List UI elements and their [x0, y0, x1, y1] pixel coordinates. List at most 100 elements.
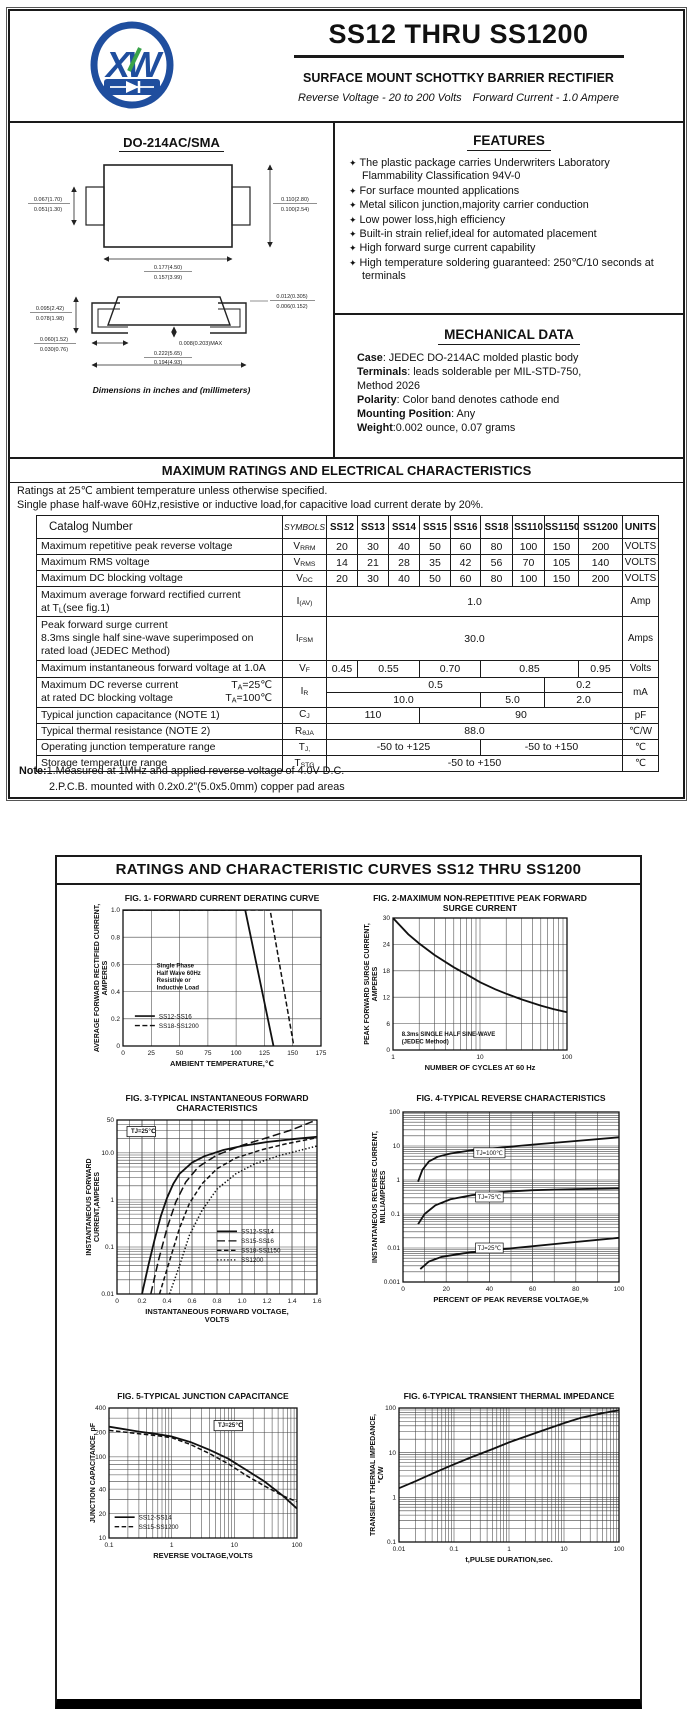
value-cell: 40 [388, 537, 420, 556]
svg-text:50: 50 [107, 1117, 115, 1124]
datasheet-page-1: XW SS12 THRU SS1200 SURFACE MOUNT SCHOTT… [6, 7, 687, 801]
diode-icon [110, 81, 154, 93]
svg-text:0.012(0.305): 0.012(0.305) [276, 294, 307, 300]
row-unit: Amp [622, 586, 659, 618]
feature-item: ✦ The plastic package carries Underwriter… [349, 157, 610, 183]
svg-text:SS1200: SS1200 [241, 1257, 264, 1264]
svg-text:100: 100 [389, 1109, 400, 1116]
value-cell: 0.2 [544, 676, 623, 693]
svg-text:400: 400 [95, 1405, 106, 1412]
row-label: Typical thermal resistance (NOTE 2) [36, 722, 283, 740]
svg-text:1: 1 [396, 1177, 400, 1184]
value-cell: 150 [544, 570, 579, 588]
row-symbol: I(AV) [282, 586, 327, 618]
fig5-title: FIG. 5-TYPICAL JUNCTION CAPACITANCE [117, 1391, 289, 1401]
fig2-chart: 8.3ms SINGLE HALF SINE-WAVE(JEDEC Method… [364, 915, 573, 1072]
svg-text:INSTANTANEOUS REVERSE CURRENT,: INSTANTANEOUS REVERSE CURRENT, [372, 1131, 379, 1263]
value-cell: 20 [326, 537, 358, 556]
svg-text:0.4: 0.4 [162, 1298, 171, 1305]
svg-text:TJ=75℃: TJ=75℃ [478, 1194, 502, 1201]
svg-text:SS12-SS14: SS12-SS14 [139, 1514, 172, 1521]
table-row: Typical thermal resistance (NOTE 2) RθJA 8… [36, 722, 659, 740]
svg-text:PERCENT OF PEAK REVERSE VOLTAG: PERCENT OF PEAK REVERSE VOLTAGE,% [433, 1295, 588, 1304]
svg-text:0.067(1.70): 0.067(1.70) [34, 197, 62, 203]
svg-text:TJ=25℃: TJ=25℃ [478, 1245, 502, 1252]
ratings-condition-1: Ratings at 25℃ ambient temperature unles… [17, 485, 328, 497]
features-mechanical-cell: FEATURES ✦ The plastic package carries Un… [335, 121, 683, 457]
svg-text:INSTANTANEOUS FORWARD: INSTANTANEOUS FORWARD [86, 1158, 93, 1255]
value-cell: 0.45 [326, 660, 358, 678]
row-symbol: TJ, [282, 738, 327, 756]
table-row: Typical junction capacitance (NOTE 1) CJ 1… [36, 706, 659, 724]
row-symbol: VRMS [282, 554, 327, 572]
mechanical-lines: Case: JEDEC DO-214AC molded plastic body… [357, 351, 675, 435]
svg-text:TRANSIENT THERMAL IMPEDANCE,: TRANSIENT THERMAL IMPEDANCE, [370, 1414, 377, 1536]
row-label: Storage temperature range [36, 754, 283, 773]
value-cell: 60 [450, 537, 481, 556]
package-side-view [91, 296, 247, 334]
svg-text:0.194(4.93): 0.194(4.93) [154, 360, 182, 366]
svg-text:0: 0 [386, 1047, 390, 1054]
value-cell: 5.0 [480, 691, 545, 708]
fig2-title: FIG. 2-MAXIMUM NON-REPETITIVE PEAK FORWA… [373, 893, 587, 914]
svg-text:SS12-SS16: SS12-SS16 [159, 1013, 192, 1020]
row-unit: ℃/W [622, 722, 659, 740]
row-symbol: VRRM [282, 537, 327, 556]
col-device: SS16 [450, 515, 481, 539]
svg-text:0.2: 0.2 [137, 1298, 146, 1305]
value-cell: 0.85 [480, 660, 579, 678]
svg-text:0: 0 [121, 1050, 125, 1057]
page-title: SS12 THRU SS1200 [328, 19, 589, 49]
col-device: SS1200 [578, 515, 623, 539]
mechanical-line: Terminals: leads solderable per MIL-STD-… [357, 366, 582, 379]
svg-text:Resistive or: Resistive or [157, 978, 192, 984]
col-device: SS13 [357, 515, 389, 539]
svg-text:40: 40 [99, 1486, 107, 1493]
value-cell: 42 [450, 554, 481, 572]
row-label: Maximum DC blocking voltage [36, 570, 283, 588]
row-symbol: VF [282, 660, 327, 678]
side-view-dimensions: 0.095(2.42) 0.078(1.98) 0.060(1.52) 0.03… [30, 294, 315, 366]
svg-text:REVERSE VOLTAGE,VOLTS: REVERSE VOLTAGE,VOLTS [153, 1551, 253, 1560]
svg-text:100: 100 [292, 1542, 303, 1549]
fig3-title: FIG. 3-TYPICAL INSTANTANEOUS FORWARD CHA… [125, 1093, 309, 1114]
feature-item: ✦ Metal silicon junction,majority carrier… [349, 199, 589, 212]
svg-text:AMPERES: AMPERES [372, 966, 379, 1001]
row-unit: mA [622, 676, 659, 708]
svg-text:Half Wave 60Hz: Half Wave 60Hz [157, 971, 201, 977]
curves-page: RATINGS AND CHARACTERISTIC CURVES SS12 T… [55, 855, 642, 1709]
mechanical-line: Method 2026 [357, 380, 421, 393]
svg-text:SS15-SS1200: SS15-SS1200 [139, 1524, 179, 1531]
svg-text:0.110(2.80): 0.110(2.80) [281, 197, 309, 203]
row-label: Maximum RMS voltage [36, 554, 283, 572]
svg-text:AMBIENT TEMPERATURE,℃: AMBIENT TEMPERATURE,℃ [170, 1059, 274, 1068]
value-cell: -50 to +150 [326, 754, 623, 773]
value-cell: 2.0 [544, 691, 623, 708]
svg-text:1.6: 1.6 [312, 1298, 321, 1305]
row-label: Maximum DC reverse current TA=25℃ at rated… [36, 676, 283, 708]
row-unit: VOLTS [622, 537, 659, 556]
svg-text:VOLTS: VOLTS [205, 1315, 229, 1324]
table-row: Maximum average forward rectified curren… [36, 586, 659, 618]
svg-text:℃/W: ℃/W [377, 1466, 385, 1483]
mechanical-line: Weight:0.002 ounce, 0.07 grams [357, 422, 516, 435]
value-cell: 35 [419, 554, 451, 572]
package-drawing: 0.067(1.70) 0.051(1.30) 0.110(2.80) 0.10… [28, 164, 317, 368]
title-rule [293, 55, 624, 58]
svg-text:0.1: 0.1 [387, 1539, 396, 1546]
fig3-chart: TJ=25℃ SS12-SS14 SS15-SS16 SS18-SS1150 SS120… [86, 1117, 322, 1324]
ratings-condition-2: Single phase half-wave 60Hz,resistive or… [17, 499, 484, 512]
value-cell: 14 [326, 554, 358, 572]
svg-text:0.030(0.76): 0.030(0.76) [40, 347, 68, 353]
mechanical-line: Case: JEDEC DO-214AC molded plastic body [357, 352, 579, 364]
fig1-title: FIG. 1- FORWARD CURRENT DERATING CURVE [124, 893, 320, 903]
value-cell: 50 [419, 570, 451, 588]
svg-text:8.3ms SINGLE HALF SINE-WAVE: 8.3ms SINGLE HALF SINE-WAVE [402, 1032, 496, 1038]
table-row: Storage temperature range TSTG -50 to +150… [36, 754, 659, 773]
svg-text:10: 10 [99, 1535, 107, 1542]
svg-text:AMPERES: AMPERES [102, 960, 109, 995]
table-row: Peak forward surge current 8.3ms single h… [36, 616, 659, 662]
svg-text:1.0: 1.0 [237, 1298, 246, 1305]
svg-text:0.078(1.98): 0.078(1.98) [36, 316, 64, 322]
